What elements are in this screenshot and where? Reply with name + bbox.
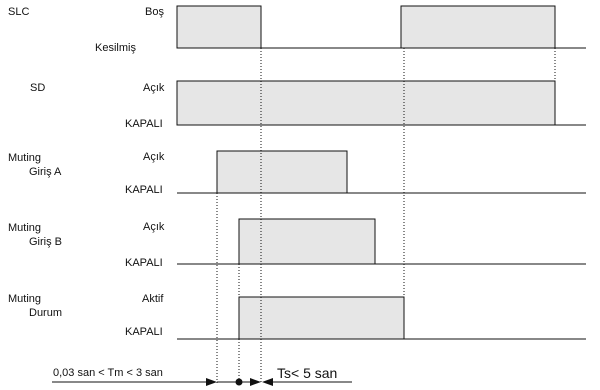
signal-name-line: Giriş A <box>29 166 62 178</box>
sd-low-label: KAPALI <box>125 118 163 130</box>
signal-name-line: Muting <box>8 152 42 164</box>
signal-name-line: SD <box>30 82 46 94</box>
status-pulse <box>238 296 405 340</box>
ts-arrowhead-left <box>262 378 273 386</box>
input-b-high-label: Açık <box>143 221 165 233</box>
signal-name-slc: SLC <box>8 5 29 19</box>
sd-high-label: Açık <box>143 82 165 94</box>
ts-arrowhead <box>250 378 261 386</box>
input-b-pulse <box>238 218 376 265</box>
slc-waveform <box>176 5 586 49</box>
signal-name-line: Giriş B <box>29 236 62 248</box>
signal-name-line: Muting <box>8 222 42 234</box>
status-low-label: KAPALI <box>125 326 163 338</box>
signal-name-sd: SD <box>30 81 45 95</box>
input-a-pulse <box>216 150 348 194</box>
slc-pulse-1 <box>176 5 262 49</box>
slc-low-label: Kesilmiş <box>95 42 136 54</box>
signal-name-line: Muting <box>8 293 42 305</box>
signal-name-muting-status: Muting Durum <box>8 292 62 320</box>
input-a-waveform <box>177 150 586 194</box>
signal-name-line: Durum <box>29 307 63 319</box>
ts-dimension <box>239 378 352 386</box>
sd-pulse <box>176 80 556 126</box>
status-waveform <box>177 296 586 340</box>
sd-waveform <box>176 80 586 126</box>
tm-arrowhead <box>206 378 217 386</box>
tm-dimension <box>52 378 243 386</box>
signal-name-line: SLC <box>8 6 30 18</box>
slc-high-label: Boş <box>145 6 164 18</box>
input-a-high-label: Açık <box>143 151 165 163</box>
signal-name-muting-input-b: Muting Giriş B <box>8 221 62 249</box>
alignment-guides <box>216 48 556 384</box>
tm-label: 0,03 san < Tm < 3 san <box>53 367 163 379</box>
slc-pulse-2 <box>400 5 556 49</box>
input-a-low-label: KAPALI <box>125 184 163 196</box>
input-b-waveform <box>177 218 586 265</box>
signal-name-muting-input-a: Muting Giriş A <box>8 151 61 179</box>
status-high-label: Aktif <box>142 293 164 305</box>
input-b-low-label: KAPALI <box>125 257 163 269</box>
ts-label: Ts< 5 san <box>277 365 338 381</box>
